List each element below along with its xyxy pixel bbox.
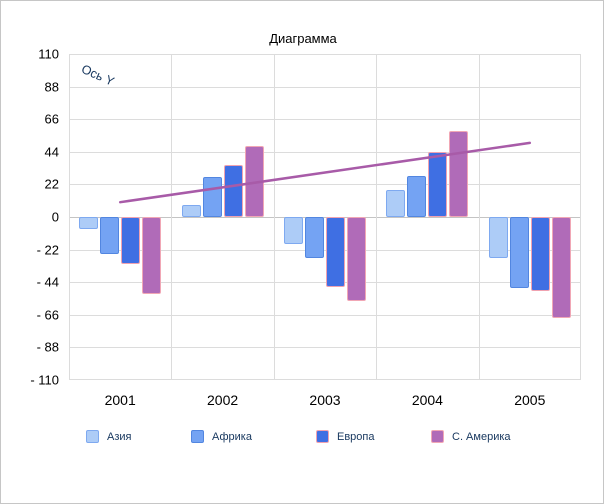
bar-Европа <box>530 217 550 292</box>
bar-Европа <box>326 217 345 287</box>
gridline-horizontal <box>69 151 581 153</box>
bar-Азия <box>181 205 201 217</box>
bar-Европа <box>223 165 243 217</box>
plot-area: Ось Y <box>69 54 581 380</box>
legend: Азия Африка Европа С. Америка <box>1 430 603 450</box>
x-axis-label: 2001 <box>104 392 136 408</box>
x-axis-label: 2002 <box>207 392 239 408</box>
legend-swatch <box>86 430 99 443</box>
bar-Африка <box>305 217 324 259</box>
gridline-horizontal <box>69 86 581 88</box>
y-tick-label: 88 <box>44 79 59 95</box>
gridline-horizontal <box>69 249 581 251</box>
y-tick-label: - 110 <box>30 372 59 388</box>
bar-Азия <box>386 190 406 217</box>
gridline-horizontal <box>69 119 581 121</box>
legend-label: Африка <box>212 430 252 443</box>
bar-Африка <box>100 217 120 255</box>
x-axis-label: 2003 <box>309 392 341 408</box>
gridline-horizontal <box>69 282 581 284</box>
y-tick-label: - 44 <box>36 274 59 290</box>
legend-swatch <box>191 430 204 443</box>
gridline-horizontal <box>69 314 581 316</box>
bar-С. Америка <box>551 217 571 318</box>
legend-label: Азия <box>107 430 132 443</box>
x-axis-label: 2005 <box>514 392 546 408</box>
gridline-vertical <box>69 54 70 380</box>
y-tick-label: 22 <box>44 176 59 192</box>
gridline-vertical <box>171 54 173 380</box>
legend-item: Азия <box>86 430 131 443</box>
gridline-vertical <box>273 54 275 380</box>
legend-swatch <box>316 430 329 443</box>
bar-Африка <box>407 175 427 217</box>
gridline-horizontal <box>69 184 581 186</box>
x-axis-label: 2004 <box>411 392 443 408</box>
y-tick-label: - 88 <box>36 339 59 355</box>
gridline-horizontal <box>69 379 581 380</box>
gridline-vertical <box>580 54 581 380</box>
legend-label: С. Америка <box>452 430 511 443</box>
legend-item: Африка <box>191 430 252 443</box>
bar-Африка <box>509 217 529 289</box>
gridline-vertical <box>376 54 378 380</box>
bar-Азия <box>488 217 508 259</box>
gridline-vertical <box>478 54 480 380</box>
y-tick-label: 0 <box>51 209 59 225</box>
y-axis-tick-labels: 110 88 66 44 22 0 - 22 - 44 - 66 - 88 - 110 <box>1 47 59 388</box>
y-axis-title: Ось Y <box>79 62 117 89</box>
bar-Азия <box>284 217 303 244</box>
legend-item: С. Америка <box>431 430 511 443</box>
bar-С. Америка <box>142 217 162 295</box>
x-axis-labels: 2001 2002 2003 2004 2005 <box>69 392 581 414</box>
legend-item: Европа <box>316 430 375 443</box>
bar-Европа <box>121 217 141 265</box>
y-tick-label: 110 <box>38 46 59 62</box>
chart-title: Диаграмма <box>269 31 337 46</box>
y-tick-label: 44 <box>44 144 59 160</box>
gridline-horizontal <box>69 54 581 55</box>
y-tick-label: 66 <box>44 111 59 127</box>
bar-Африка <box>202 176 222 217</box>
bar-С. Америка <box>244 145 264 217</box>
y-tick-label: - 66 <box>36 307 59 323</box>
y-tick-label: - 22 <box>36 242 59 258</box>
bar-С. Америка <box>347 217 366 302</box>
legend-swatch <box>431 430 444 443</box>
bar-С. Америка <box>449 131 469 217</box>
bar-Азия <box>79 217 99 229</box>
bar-Европа <box>428 151 448 217</box>
gridline-horizontal <box>69 347 581 349</box>
gridline-horizontal <box>69 217 581 218</box>
legend-label: Европа <box>337 430 375 443</box>
